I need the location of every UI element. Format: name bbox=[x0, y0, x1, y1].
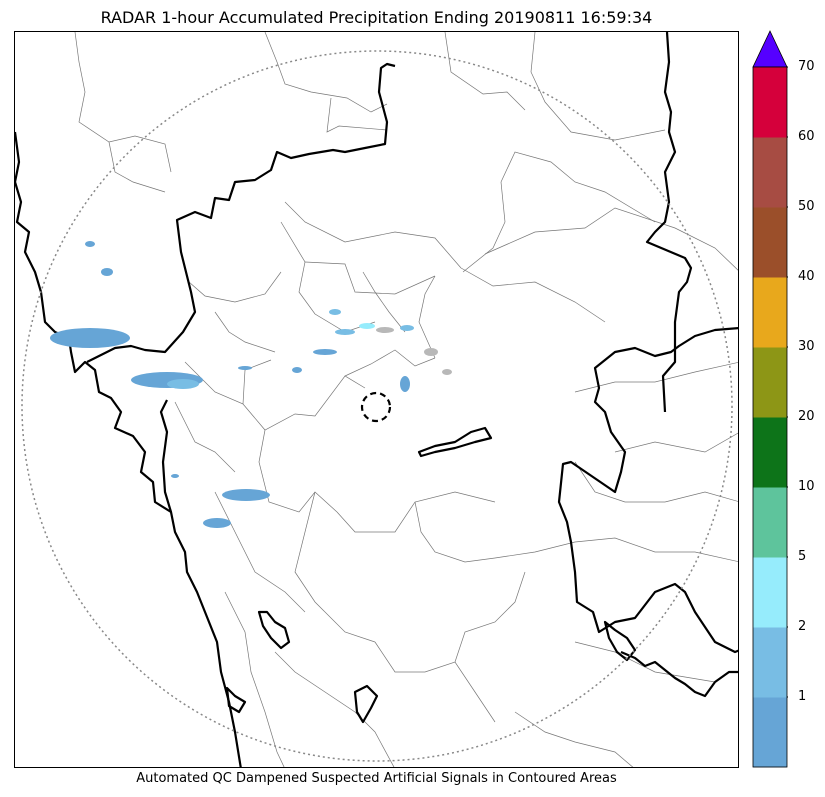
echo-cell bbox=[376, 327, 394, 333]
colorbar-band bbox=[753, 137, 787, 208]
radar-map bbox=[14, 31, 739, 768]
echo-cell bbox=[222, 489, 270, 501]
colorbar-tick-label: 10 bbox=[798, 479, 815, 494]
colorbar-tick-label: 2 bbox=[798, 619, 807, 634]
colorbar-tick-label: 40 bbox=[798, 269, 815, 284]
echo-cell bbox=[50, 328, 130, 348]
echo-cell bbox=[238, 366, 252, 370]
state-boundaries bbox=[15, 32, 738, 767]
colorbar-band bbox=[753, 347, 787, 418]
echo-cell bbox=[101, 268, 113, 276]
echo-cell bbox=[424, 348, 438, 356]
colorbar-tick-label: 1 bbox=[798, 689, 807, 704]
echo-cell bbox=[313, 349, 337, 355]
chart-title: RADAR 1-hour Accumulated Precipitation E… bbox=[100, 8, 653, 27]
colorbar-band bbox=[753, 557, 787, 628]
colorbar-tick-label: 20 bbox=[798, 409, 815, 424]
qc-footnote: Automated QC Dampened Suspected Artifici… bbox=[136, 771, 617, 786]
colorbar-extend-arrow bbox=[752, 30, 788, 68]
echo-cell bbox=[359, 323, 375, 329]
colorbar-tick-label: 30 bbox=[798, 339, 815, 354]
colorbar-band bbox=[753, 487, 787, 558]
echo-cell bbox=[335, 329, 355, 335]
colorbar-band bbox=[753, 207, 787, 278]
echo-cell bbox=[203, 518, 231, 528]
colorbar-tick-label: 50 bbox=[798, 199, 815, 214]
echo-cell bbox=[442, 369, 452, 375]
colorbar-band bbox=[753, 277, 787, 348]
radar-range-ring bbox=[21, 50, 733, 762]
colorbar-tick-label: 70 bbox=[798, 59, 815, 74]
echo-cell bbox=[85, 241, 95, 247]
colorbar-tick-label: 60 bbox=[798, 129, 815, 144]
colorbar-band bbox=[753, 417, 787, 488]
colorbar-band bbox=[753, 627, 787, 698]
echo-cell bbox=[400, 376, 410, 392]
precipitation-echoes bbox=[50, 241, 452, 528]
colorbar-band bbox=[753, 67, 787, 138]
echo-cell bbox=[292, 367, 302, 373]
echo-cell bbox=[329, 309, 341, 315]
echo-cell bbox=[167, 379, 199, 389]
district-boundaries bbox=[74, 32, 738, 767]
echo-cell bbox=[400, 325, 414, 331]
colorbar-tick-label: 5 bbox=[798, 549, 807, 564]
radar-site-marker bbox=[360, 391, 392, 423]
echo-cell bbox=[171, 474, 179, 478]
map-canvas bbox=[15, 32, 738, 767]
colorbar bbox=[752, 30, 791, 768]
colorbar-graphic bbox=[752, 30, 791, 768]
colorbar-band bbox=[753, 697, 787, 768]
